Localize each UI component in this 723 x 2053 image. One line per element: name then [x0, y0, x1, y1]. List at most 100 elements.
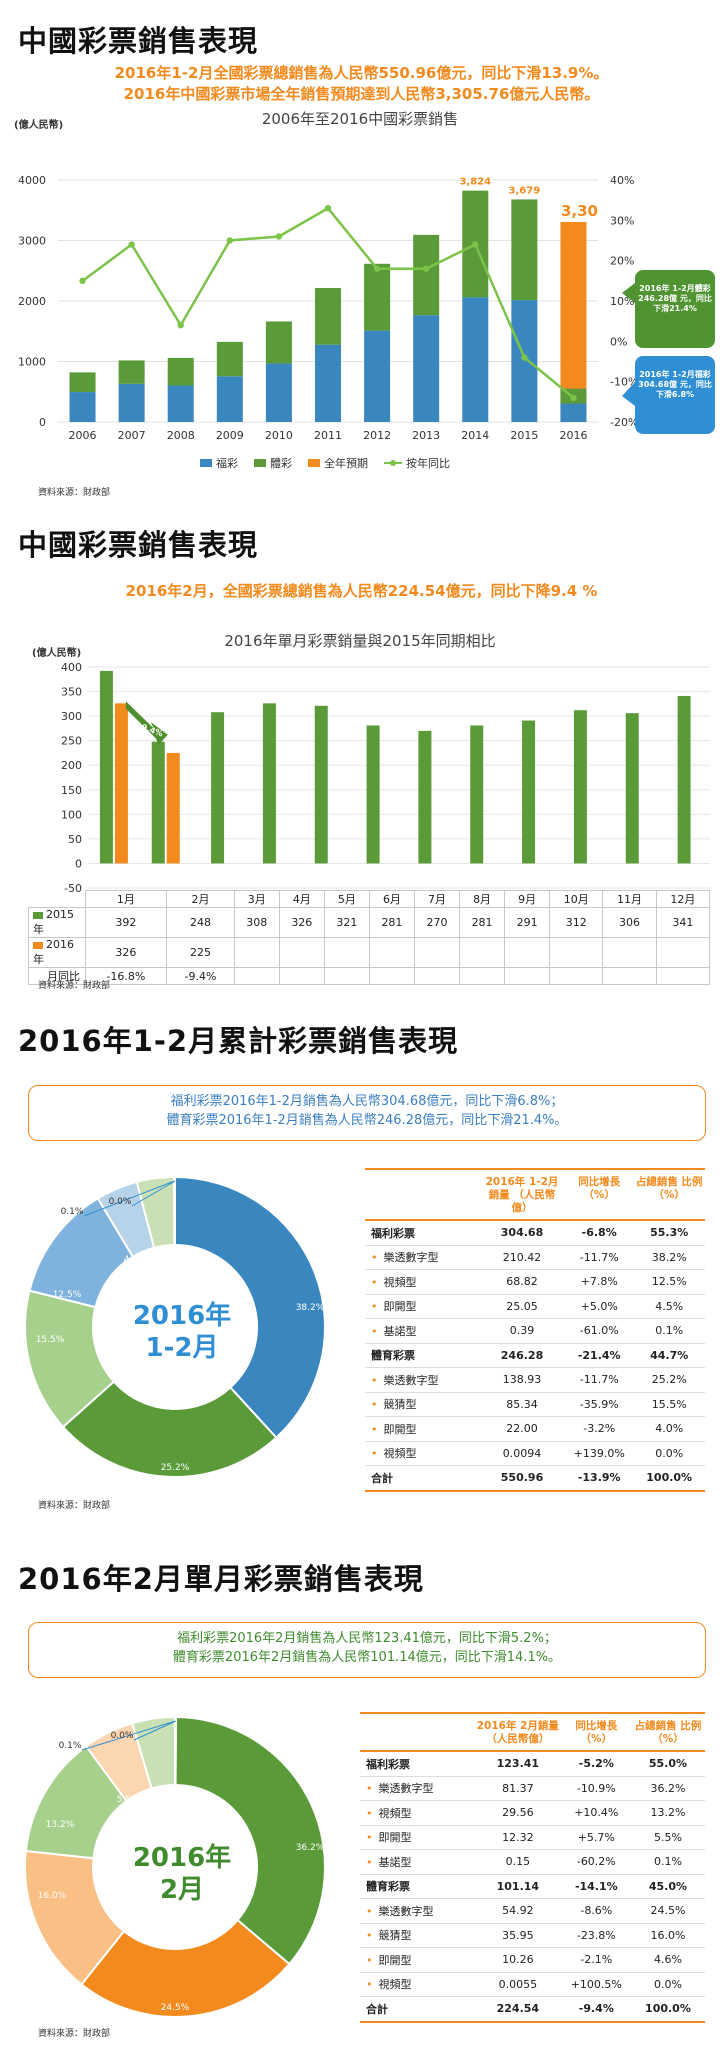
- chart1-xtick: 2015: [510, 429, 538, 442]
- table-row: • 競猜型 35.95 -23.8% 16.0%: [360, 1923, 705, 1948]
- stat-cell: 55.3%: [633, 1220, 705, 1246]
- chart2-table-cell: 312: [549, 907, 604, 938]
- chart1-title: 2006年至2016中國彩票銷售: [261, 110, 459, 128]
- donut2-center-label: 2016年 2月: [132, 1843, 232, 1905]
- chart1-bar-sports: [413, 234, 440, 316]
- chart1-legend-label: 全年預期: [324, 456, 368, 470]
- section1-heading: 中國彩票銷售表現: [18, 24, 259, 58]
- chart2-table-cell: [459, 967, 506, 985]
- stat-cell: 25.05: [479, 1294, 566, 1319]
- chart2-table-cell: [655, 967, 711, 985]
- stat-row-label: 合計: [365, 1465, 479, 1492]
- stat-row-label: • 視頻型: [360, 1972, 474, 1997]
- donut-slice-label: 0.1%: [59, 1741, 82, 1751]
- section3-summary-line-2: 體育彩票2016年1-2月銷售為人民幣246.28億元，同比下滑21.4%。: [166, 1113, 568, 1128]
- donut-slice-label: 4.5%: [124, 1255, 147, 1265]
- chart2-xtick: 3月: [233, 890, 280, 908]
- stat-cell: 0.1%: [633, 1318, 705, 1344]
- donut-slice: [174, 1715, 326, 1966]
- section4-summary-line-2: 體育彩票2016年2月銷售為人民幣101.14億元，同比下滑14.1%。: [172, 1650, 562, 1665]
- table-row: • 視頻型 68.82 +7.8% 12.5%: [365, 1269, 705, 1295]
- stat-cell: 85.34: [479, 1392, 566, 1417]
- chart2-bar-2015: [99, 670, 113, 864]
- chart2-bar-2015: [625, 713, 639, 864]
- chart1-bar-welfare: [462, 297, 489, 422]
- chart1-ytick: 4000: [18, 174, 46, 187]
- donut-leader-line: [81, 1720, 176, 1751]
- stat-cell: 5.5%: [630, 1825, 705, 1850]
- chart1-y2tick: -10%: [610, 376, 638, 389]
- callout-pointer: [622, 283, 635, 303]
- stat-cell: 138.93: [479, 1367, 566, 1393]
- stat-row-label: • 樂透數字型: [365, 1245, 479, 1270]
- section2-source: 資料來源：財政部: [38, 981, 111, 991]
- section4-summary-line-1: 福利彩票2016年2月銷售為人民幣123.41億元，同比下滑5.2%；: [177, 1631, 557, 1646]
- chart1-xtick: 2013: [412, 429, 440, 442]
- stat-header: [360, 1713, 474, 1752]
- donut-slice-label: 24.5%: [161, 2003, 190, 2013]
- stat-cell: 13.2%: [630, 1800, 705, 1826]
- chart1-bar-welfare: [511, 300, 538, 422]
- donut-slice-label: 38.2%: [296, 1303, 325, 1313]
- chart1-legend-swatch: [254, 459, 266, 467]
- table-row: • 視頻型 0.0055 +100.5% 0.0%: [360, 1972, 705, 1997]
- stat-cell: -11.7%: [565, 1245, 634, 1270]
- stat-cell: 36.2%: [630, 1776, 705, 1801]
- table-row: • 即開型 22.00 -3.2% 4.0%: [365, 1416, 705, 1442]
- chart2-xtick: 10月: [549, 890, 604, 908]
- callout-welfare-lottery: 2016年 1-2月福彩 304.68億 元，同比 下滑6.8%: [635, 356, 715, 434]
- chart1-legend-swatch: [390, 460, 396, 466]
- chart2-xtick: 4月: [278, 890, 325, 908]
- chart2-table-cell: [459, 937, 506, 968]
- donut-slice-label: 5.5%: [117, 1795, 140, 1805]
- stat-row-label: • 視頻型: [365, 1441, 479, 1466]
- stat-cell: 12.5%: [633, 1269, 705, 1295]
- chart2-arrow-label: -9.4%: [137, 721, 164, 738]
- stat-cell: 25.2%: [633, 1367, 705, 1393]
- chart1-xtick: 2007: [118, 429, 146, 442]
- table-row: • 樂透數字型 210.42 -11.7% 38.2%: [365, 1245, 705, 1270]
- stat-cell: 12.32: [474, 1825, 562, 1850]
- stat-header: [365, 1169, 479, 1221]
- stat-cell: -61.0%: [565, 1318, 634, 1344]
- chart2-table-cell: 306: [602, 907, 657, 938]
- stat-cell: -21.4%: [565, 1343, 634, 1368]
- chart1-legend-swatch: [308, 459, 320, 467]
- chart2-table-cell: 225: [166, 937, 235, 968]
- chart1-bar-sports: [265, 321, 292, 364]
- chart1-yoy-point: [177, 322, 184, 329]
- stat-cell: 101.14: [474, 1874, 562, 1899]
- stat-cell: +139.0%: [565, 1441, 634, 1466]
- chart2-xtick: 6月: [368, 890, 415, 908]
- chart1-y2tick: 20%: [610, 255, 634, 268]
- stat-row-label: • 即開型: [360, 1947, 474, 1973]
- chart1-yoy-point: [79, 277, 86, 285]
- stat-cell: -60.2%: [561, 1849, 631, 1875]
- chart2-bar-2015: [314, 705, 328, 864]
- section4-heading: 2016年2月單月彩票銷售表現: [18, 1562, 424, 1596]
- stat-cell: 38.2%: [633, 1245, 705, 1270]
- chart2-table-cell: [278, 937, 325, 968]
- chart2-table-row-label: 月同比: [28, 967, 86, 985]
- chart1-ylabel: (億人民幣): [14, 120, 64, 131]
- chart1-bar-welfare: [560, 403, 587, 422]
- chart2-ytick: 50: [68, 833, 82, 846]
- donut-slice-label: 15.5%: [36, 1335, 65, 1345]
- stat-row-label: • 即開型: [365, 1416, 479, 1442]
- chart2-xtick: 12月: [655, 890, 711, 908]
- donut-slice-label: 4.0%: [154, 1254, 177, 1264]
- stat-cell: 4.0%: [633, 1416, 705, 1442]
- chart2-table-cell: 341: [655, 907, 711, 938]
- stat-row-label: 福利彩票: [360, 1751, 474, 1777]
- chart2-table-cell: [549, 967, 604, 985]
- chart1-bar-welfare: [413, 315, 440, 422]
- donut-leader-line: [131, 1180, 176, 1207]
- chart1-yoy-point: [324, 205, 332, 212]
- donut-slice-label: 36.2%: [296, 1843, 325, 1853]
- chart1-y2tick: 40%: [610, 174, 634, 187]
- stat-cell: 4.6%: [630, 1947, 705, 1973]
- chart1-yoy-point: [275, 233, 283, 240]
- table-row: • 即開型 10.26 -2.1% 4.6%: [360, 1947, 705, 1973]
- donut-slice-label: 13.2%: [46, 1820, 75, 1830]
- chart1-bar-welfare: [315, 344, 341, 422]
